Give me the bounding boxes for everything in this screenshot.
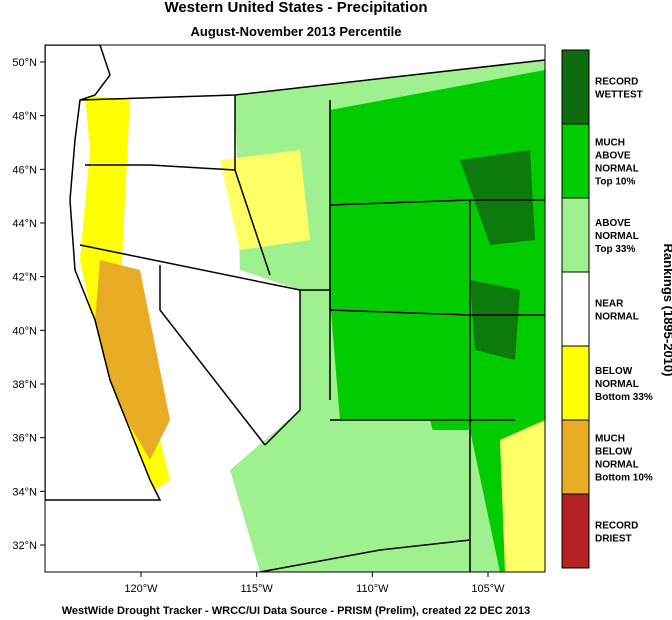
- lon-tick-label: 115°W: [241, 583, 274, 595]
- lon-tick-label: 120°W: [124, 583, 158, 595]
- legend-title: Rankings (1895-2010): [661, 244, 672, 377]
- legend-label: Bottom 10%: [595, 473, 653, 484]
- legend-swatch: [561, 123, 590, 199]
- lat-tick-label: 34°N: [12, 486, 37, 498]
- legend-label: MUCH: [595, 138, 625, 149]
- lat-tick-label: 50°N: [12, 57, 37, 69]
- legend-label: NORMAL: [595, 231, 639, 242]
- legend-label: BELOW: [595, 447, 633, 458]
- subtitle: August-November 2013 Percentile: [191, 24, 402, 39]
- legend-label: WETTEST: [595, 90, 643, 101]
- legend-label: Top 10%: [595, 177, 635, 188]
- legend-swatch: [561, 345, 590, 421]
- lon-tick-label: 110°W: [356, 583, 389, 595]
- legend-label: RECORD: [595, 77, 638, 88]
- legend-label: NORMAL: [595, 379, 639, 390]
- legend-swatch: [561, 271, 590, 347]
- footer: WestWide Drought Tracker - WRCC/UI Data …: [62, 605, 531, 617]
- legend-label: MUCH: [595, 434, 625, 445]
- legend-swatch: [561, 493, 590, 569]
- lat-tick-label: 38°N: [12, 379, 37, 391]
- legend-label: NORMAL: [595, 164, 639, 175]
- legend-label: Bottom 33%: [595, 392, 653, 403]
- legend-label: ABOVE: [595, 151, 631, 162]
- lat-tick-label: 46°N: [12, 164, 37, 176]
- legend-label: DRIEST: [595, 534, 632, 545]
- legend-label: NEAR: [595, 299, 624, 310]
- legend-swatch: [561, 197, 590, 273]
- legend-label: RECORD: [595, 521, 638, 532]
- legend-label: NORMAL: [595, 312, 639, 323]
- lat-tick-label: 42°N: [12, 272, 37, 284]
- map-area: [45, 45, 545, 572]
- lat-tick-label: 40°N: [12, 325, 37, 337]
- lat-tick-label: 32°N: [12, 540, 37, 552]
- map-frame: [44, 44, 546, 573]
- legend-swatch: [561, 49, 590, 125]
- legend: RECORD WETTEST MUCH ABOVE NORMAL Top 10% ABOVE…: [561, 49, 653, 569]
- lat-tick-label: 36°N: [12, 433, 37, 445]
- legend-label: BELOW: [595, 366, 633, 377]
- lat-tick-label: 48°N: [12, 111, 37, 123]
- legend-swatch: [561, 419, 590, 495]
- legend-label: Top 33%: [595, 244, 635, 255]
- lon-tick-label: 105°W: [471, 583, 505, 595]
- legend-label: NORMAL: [595, 460, 639, 471]
- lat-tick-label: 44°N: [12, 218, 37, 230]
- title: Western United States - Precipitation: [164, 0, 427, 16]
- legend-label: ABOVE: [595, 218, 631, 229]
